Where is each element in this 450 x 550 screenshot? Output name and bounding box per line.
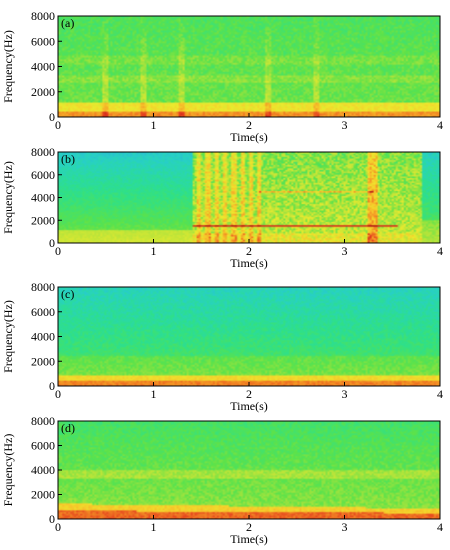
x-tick-label: 0 bbox=[55, 387, 61, 401]
x-tick-label: 4 bbox=[437, 520, 443, 534]
y-tick-label: 6000 bbox=[31, 305, 55, 319]
y-tick-label: 8000 bbox=[31, 414, 55, 428]
y-tick-label: 2000 bbox=[31, 213, 55, 227]
spectrogram-panel-d: (d) 0 1 2 3 4 0 2000 4000 6000 8000 Time(s) Frequenc… bbox=[1, 414, 443, 546]
x-tick-label: 3 bbox=[342, 244, 348, 258]
panel-label: (d) bbox=[61, 421, 75, 435]
y-axis-label: Frequency(Hz) bbox=[1, 161, 15, 234]
y-axis-label: Frequency(Hz) bbox=[1, 300, 15, 373]
x-tick-label: 3 bbox=[342, 387, 348, 401]
spectrogram-heatmap bbox=[58, 421, 440, 519]
y-tick-label: 6000 bbox=[31, 439, 55, 453]
spectrogram-heatmap bbox=[58, 287, 440, 386]
y-tick-label: 4000 bbox=[31, 330, 55, 344]
y-tick-label: 6000 bbox=[31, 34, 55, 48]
y-tick-label: 2000 bbox=[31, 488, 55, 502]
y-tick-label: 4000 bbox=[31, 463, 55, 477]
x-tick-label: 1 bbox=[151, 520, 157, 534]
panel-label: (c) bbox=[61, 287, 74, 301]
x-tick-label: 4 bbox=[437, 387, 443, 401]
y-tick-label: 0 bbox=[49, 110, 55, 124]
y-tick-label: 8000 bbox=[31, 280, 55, 294]
y-tick-label: 6000 bbox=[31, 168, 55, 182]
y-tick-label: 2000 bbox=[31, 354, 55, 368]
x-tick-label: 0 bbox=[55, 520, 61, 534]
x-tick-label: 3 bbox=[342, 118, 348, 132]
x-tick-label: 2 bbox=[246, 520, 252, 534]
x-tick-label: 4 bbox=[437, 118, 443, 132]
x-axis-label: Time(s) bbox=[230, 130, 268, 144]
x-tick-label: 2 bbox=[246, 244, 252, 258]
x-tick-label: 0 bbox=[55, 244, 61, 258]
y-tick-label: 8000 bbox=[31, 9, 55, 23]
x-tick-label: 0 bbox=[55, 118, 61, 132]
x-axis-label: Time(s) bbox=[230, 399, 268, 413]
panel-label: (b) bbox=[61, 152, 75, 166]
y-tick-label: 8000 bbox=[31, 145, 55, 159]
panel-label: (a) bbox=[61, 16, 74, 30]
spectrogram-heatmap bbox=[58, 16, 440, 117]
y-tick-label: 0 bbox=[49, 512, 55, 526]
spectrogram-panel-a: (a) 0 1 2 3 4 0 2000 4000 6000 8000 Time(s) Frequenc… bbox=[1, 9, 443, 144]
y-axis-label: Frequency(Hz) bbox=[1, 434, 15, 507]
x-tick-label: 4 bbox=[437, 244, 443, 258]
spectrogram-panel-b: (b) 0 1 2 3 4 0 2000 4000 6000 8000 Time(s) Frequenc… bbox=[1, 145, 443, 270]
y-tick-label: 0 bbox=[49, 236, 55, 250]
y-tick-label: 4000 bbox=[31, 60, 55, 74]
x-axis-label: Time(s) bbox=[230, 256, 268, 270]
x-tick-label: 1 bbox=[151, 244, 157, 258]
y-tick-label: 0 bbox=[49, 379, 55, 393]
y-tick-label: 4000 bbox=[31, 191, 55, 205]
x-tick-label: 2 bbox=[246, 118, 252, 132]
spectrogram-panel-c: (c) 0 1 2 3 4 0 2000 4000 6000 8000 Time(s) Frequenc… bbox=[1, 280, 443, 413]
y-tick-label: 2000 bbox=[31, 85, 55, 99]
x-tick-label: 1 bbox=[151, 118, 157, 132]
x-tick-label: 3 bbox=[342, 520, 348, 534]
x-tick-label: 1 bbox=[151, 387, 157, 401]
y-axis-label: Frequency(Hz) bbox=[1, 30, 15, 103]
x-tick-label: 2 bbox=[246, 387, 252, 401]
spectrogram-heatmap bbox=[58, 152, 440, 243]
x-axis-label: Time(s) bbox=[230, 532, 268, 546]
